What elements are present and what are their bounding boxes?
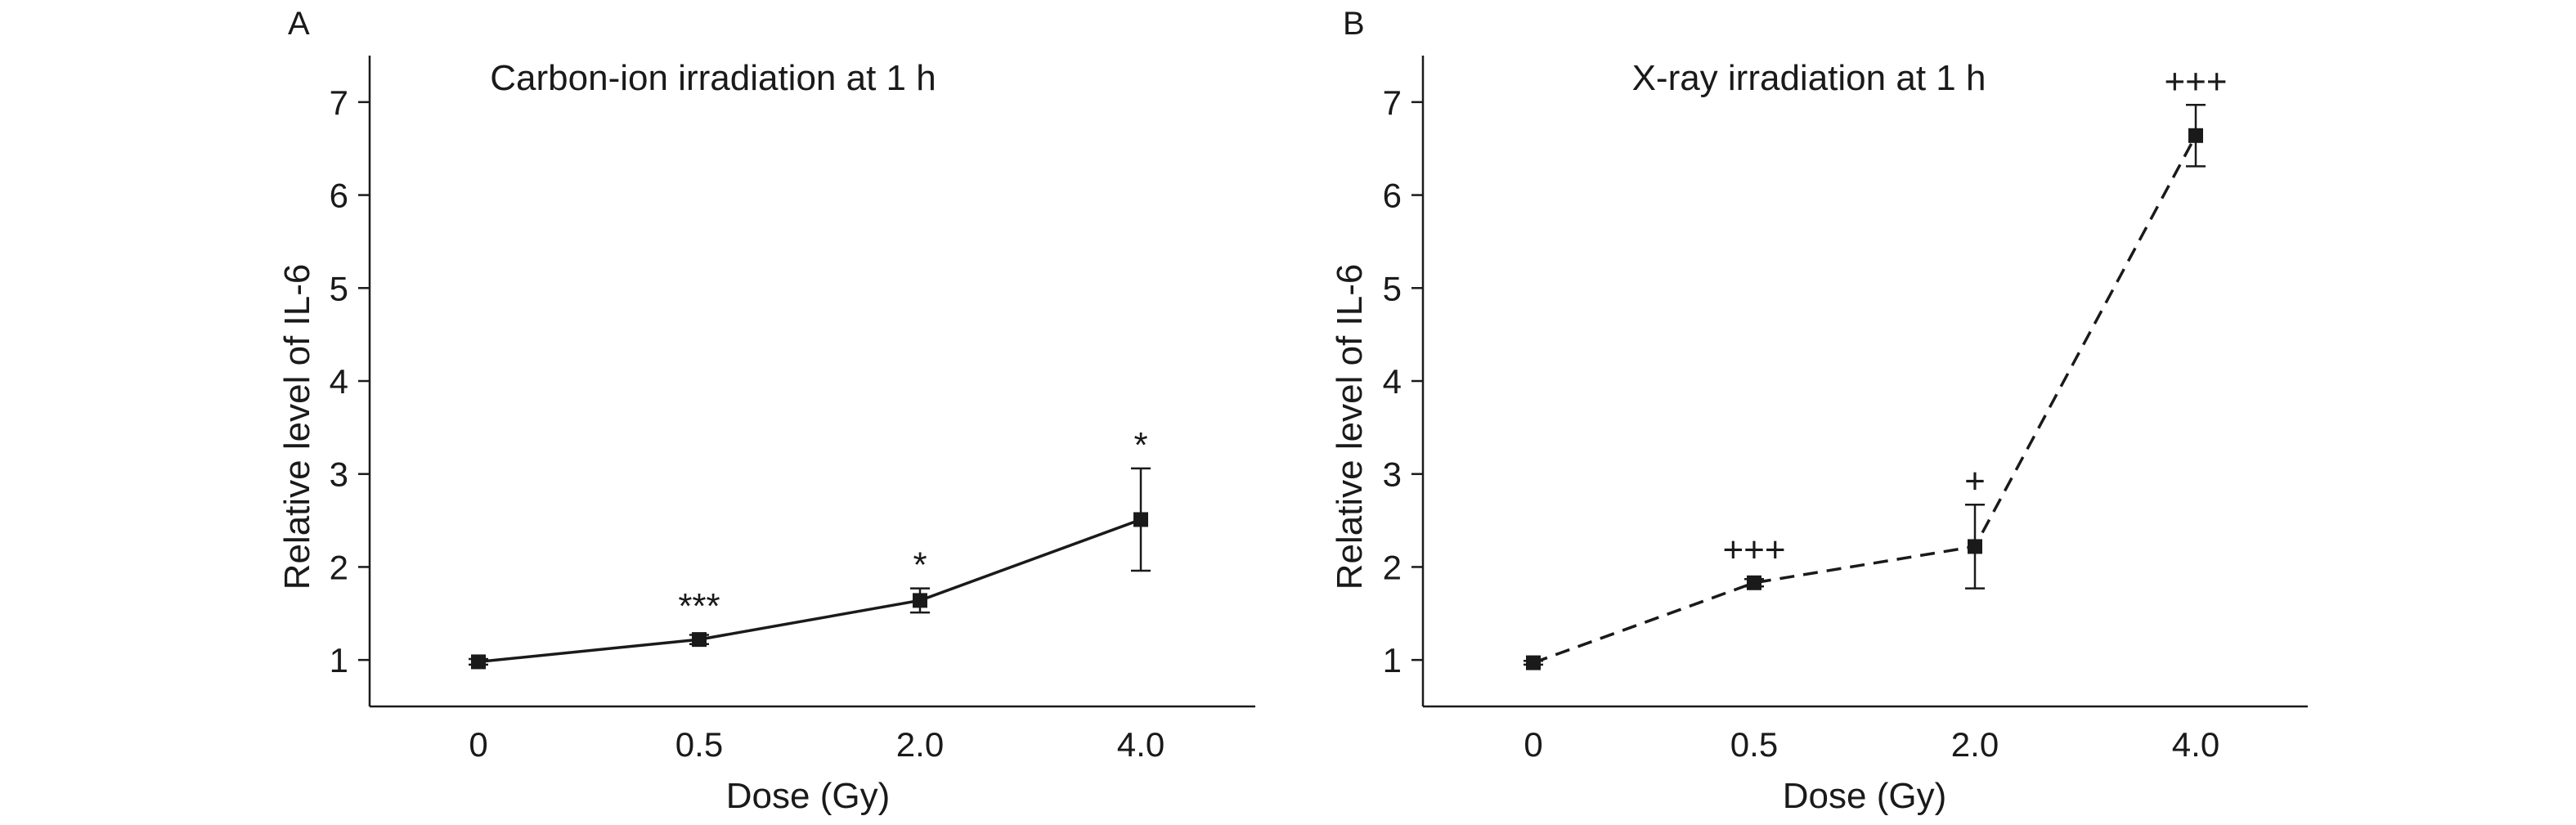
panel-b-data-point <box>1968 539 1982 554</box>
panel-a-y-tick-label: 5 <box>330 269 348 307</box>
panel-b-significance-label: +++ <box>2164 61 2227 101</box>
panel-b-significance-label: +++ <box>1722 530 1785 570</box>
panel-a-y-tick-label: 1 <box>330 641 348 679</box>
panel-a-y-tick-label: 3 <box>330 455 348 494</box>
panel-a-title: Carbon-ion irradiation at 1 h <box>490 58 936 98</box>
panel-a-x-tick-label: 0.5 <box>675 725 723 764</box>
panel-a-y-tick-label: 4 <box>330 362 348 401</box>
panel-b-y-tick-label: 6 <box>1383 177 1402 215</box>
panel-a-y-axis-label: Relative level of IL-6 <box>277 264 317 590</box>
panel-a-data-point <box>471 654 486 670</box>
panel-a-series-line <box>478 518 1142 664</box>
panel-b-y-tick-label: 1 <box>1383 641 1402 679</box>
panel-b-title: X-ray irradiation at 1 h <box>1632 58 1986 98</box>
panel-a-significance-label: *** <box>678 586 720 626</box>
panel-b: B X-ray irradiation at 1 h Dose (Gy) Rel… <box>1330 6 2308 816</box>
panel-a-y-tick-label: 7 <box>330 83 348 122</box>
panel-a-y-tick-label: 2 <box>330 548 348 586</box>
panel-b-series-line <box>1533 134 2197 665</box>
panel-b-label: B <box>1343 6 1365 42</box>
panel-a-label: A <box>288 6 310 42</box>
panel-a-x-tick-label: 4.0 <box>1117 725 1165 764</box>
panel-a-x-axis-label: Dose (Gy) <box>726 776 890 816</box>
panel-b-x-tick-label: 0 <box>1524 725 1542 764</box>
panel-b-data-point <box>1526 655 1541 670</box>
panel-b-data-point <box>1747 575 1761 590</box>
panel-b-y-tick-label: 3 <box>1383 455 1402 494</box>
panel-b-y-tick-label: 4 <box>1383 362 1402 401</box>
panel-a-data-point <box>1133 512 1148 527</box>
panel-a-significance-label: * <box>1133 425 1147 465</box>
panel-b-y-axis-label: Relative level of IL-6 <box>1330 264 1370 590</box>
panel-a-significance-label: * <box>913 545 927 585</box>
panel-b-data-point <box>2188 128 2203 143</box>
panel-a-data-point <box>913 593 927 608</box>
panel-a-y-tick-label: 6 <box>330 177 348 215</box>
panel-b-significance-label: + <box>1964 461 1986 501</box>
panel-b-x-tick-label: 0.5 <box>1730 725 1778 764</box>
panel-a: A Carbon-ion irradiation at 1 h Dose (Gy… <box>277 6 1255 816</box>
panel-a-x-tick-label: 2.0 <box>896 725 944 764</box>
panel-a-x-tick-label: 0 <box>469 725 487 764</box>
panel-a-data-point <box>692 632 707 648</box>
panel-b-x-tick-label: 4.0 <box>2172 725 2219 764</box>
panel-b-y-tick-label: 7 <box>1383 83 1402 122</box>
panel-b-x-tick-label: 2.0 <box>1951 725 1999 764</box>
panel-b-y-tick-label: 2 <box>1383 548 1402 586</box>
panel-b-x-axis-label: Dose (Gy) <box>1783 776 1946 816</box>
panel-b-y-tick-label: 5 <box>1383 269 1402 307</box>
